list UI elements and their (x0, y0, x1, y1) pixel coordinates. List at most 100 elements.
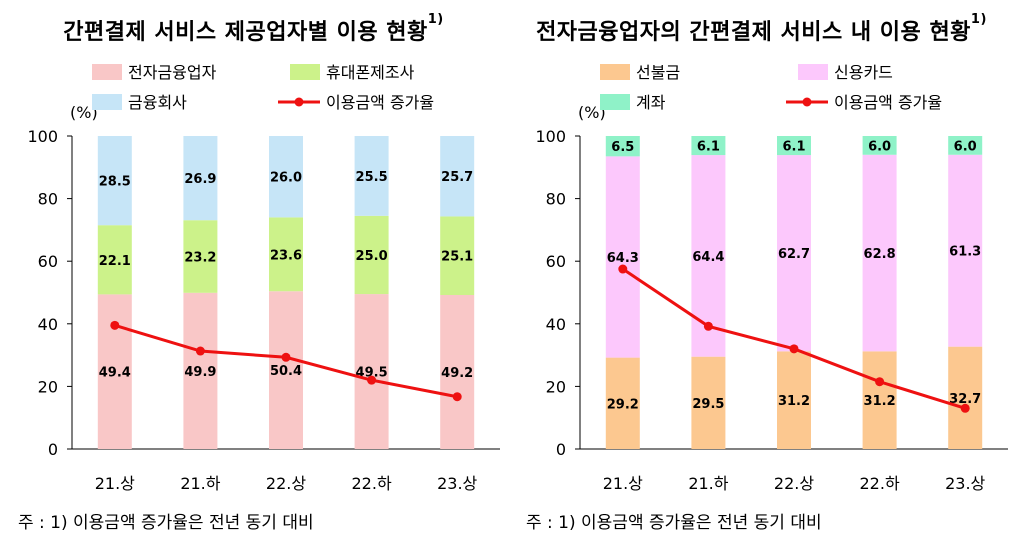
bar-segment (354, 215, 389, 295)
growth-rate-point (110, 320, 120, 330)
data-label: 31.2 (778, 394, 810, 409)
legend-label: 이용금액 증가율 (326, 93, 434, 112)
growth-rate-point (789, 344, 799, 354)
data-label: 62.8 (864, 247, 896, 262)
bar-segment (777, 155, 811, 352)
y-tick-label: 40 (546, 315, 566, 334)
data-label: 62.7 (778, 247, 810, 262)
legend-label: 선불금 (636, 63, 680, 82)
legend-swatch (290, 64, 320, 80)
legend-label: 전자금융업자 (128, 63, 217, 82)
legend-swatch-marker (802, 97, 812, 107)
bar-segment (691, 356, 726, 449)
y-tick-label: 60 (38, 252, 58, 271)
legend-swatch-marker (294, 97, 304, 107)
bar-segment (354, 294, 389, 449)
x-tick-label: 23.상 (437, 474, 477, 493)
bar-segment (605, 136, 640, 157)
data-label: 50.4 (270, 364, 302, 379)
data-label: 6.1 (782, 140, 805, 155)
bar-segment (440, 295, 475, 449)
y-tick-label: 60 (546, 252, 566, 271)
data-label: 25.1 (441, 250, 473, 265)
data-label: 22.1 (99, 254, 131, 269)
legend-label: 이용금액 증가율 (834, 93, 942, 112)
y-unit-label: (%) (70, 103, 98, 122)
footnote: 주 : 1) 이용금액 증가율은 전년 동기 대비 (18, 513, 314, 533)
stacked-bar-chart: (%) 0 20 40 60 80 100 29.2 64.3 6.5 21.상 29.5 64.4 6.… (535, 63, 1008, 493)
chart-title: 간편결제 서비스 제공업자별 이용 현황1) (63, 12, 444, 45)
data-label: 49.2 (441, 366, 473, 381)
y-tick-label: 80 (38, 190, 58, 209)
x-tick-label: 22.하 (860, 474, 900, 493)
y-tick-label: 0 (48, 440, 58, 459)
data-label: 26.9 (184, 172, 216, 187)
data-label: 25.7 (441, 170, 473, 185)
data-label: 6.0 (868, 139, 891, 154)
y-tick-label: 20 (38, 377, 58, 396)
bar-segment (440, 216, 475, 296)
x-tick-label: 23.상 (945, 474, 985, 493)
bar-segment (97, 136, 132, 226)
legend-label: 신용카드 (834, 63, 893, 82)
y-tick-label: 100 (27, 127, 58, 146)
bar-segment (862, 351, 897, 449)
data-label: 6.1 (697, 140, 720, 155)
legend-swatch (92, 94, 122, 110)
x-tick-label: 22.하 (352, 474, 392, 493)
bar-segment (183, 292, 218, 449)
growth-rate-point (452, 392, 462, 402)
y-tick-label: 20 (546, 377, 566, 396)
legend-swatch (798, 64, 828, 80)
data-label: 29.5 (692, 397, 724, 412)
bar-segment (948, 346, 983, 449)
data-label: 25.5 (356, 170, 388, 185)
growth-rate-point (960, 403, 970, 413)
bar-segment (183, 220, 218, 293)
data-label: 61.3 (949, 245, 981, 260)
bar-segment (948, 136, 983, 155)
data-label: 49.9 (184, 365, 216, 380)
bar-segment (269, 217, 303, 292)
y-tick-label: 80 (546, 190, 566, 209)
data-label: 29.2 (607, 397, 639, 412)
data-label: 64.3 (607, 251, 639, 266)
bar-segment (691, 136, 726, 156)
bar-segment (183, 136, 218, 221)
x-tick-label: 21.하 (180, 474, 220, 493)
legend-swatch (600, 94, 630, 110)
y-tick-label: 0 (556, 440, 566, 459)
growth-rate-point (703, 321, 713, 331)
bar-segment (862, 154, 897, 352)
legend-swatch (92, 64, 122, 80)
bar-segment (862, 136, 897, 155)
data-label: 23.2 (184, 251, 216, 266)
x-tick-label: 22.상 (774, 474, 814, 493)
y-tick-label: 40 (38, 315, 58, 334)
data-label: 31.2 (864, 394, 896, 409)
chart-title: 전자금융업자의 간편결제 서비스 내 이용 현황1) (536, 12, 987, 45)
data-label: 64.4 (692, 250, 724, 265)
legend-label: 계좌 (636, 93, 666, 112)
data-label: 23.6 (270, 248, 302, 263)
bar-segment (269, 291, 303, 449)
data-label: 26.0 (270, 171, 302, 186)
bar-segment (440, 136, 475, 217)
data-label: 6.0 (954, 139, 977, 154)
bar-segment (97, 294, 132, 449)
stacked-bar-chart: (%) 0 20 40 60 80 100 49.4 22.1 28.5 21.상 49.9 23.2 2… (27, 63, 500, 493)
data-label: 25.0 (356, 249, 388, 264)
legend-label: 금융회사 (128, 93, 187, 112)
bar-segment (948, 154, 983, 347)
data-label: 49.4 (99, 366, 131, 381)
y-unit-label: (%) (578, 103, 606, 122)
bar-segment (269, 136, 303, 218)
growth-rate-point (875, 377, 885, 387)
data-label: 6.5 (611, 140, 634, 155)
growth-rate-point (618, 264, 628, 274)
x-tick-label: 21.상 (603, 474, 643, 493)
bar-segment (777, 136, 811, 156)
legend-label: 휴대폰제조사 (326, 63, 415, 82)
data-label: 28.5 (99, 175, 131, 190)
bar-segment (605, 156, 640, 358)
